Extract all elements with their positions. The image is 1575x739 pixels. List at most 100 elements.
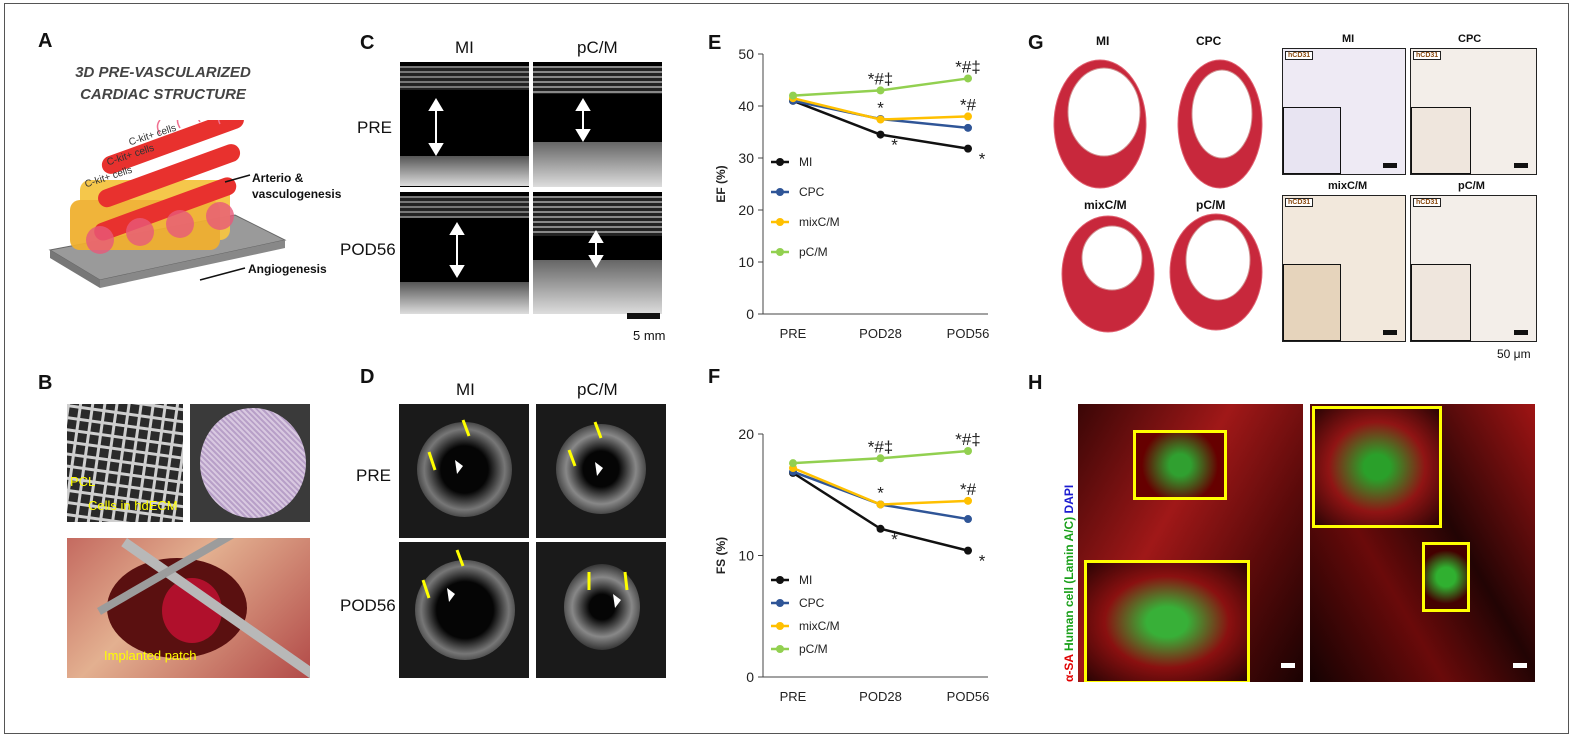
significance-label: *#‡ — [868, 437, 894, 456]
significance-label: * — [891, 136, 898, 155]
legend-label: CPC — [799, 596, 825, 610]
data-point — [964, 144, 972, 153]
data-point — [964, 112, 972, 121]
histo-label-mixcm: mixC/M — [1328, 180, 1368, 192]
patch-disc — [200, 408, 306, 518]
legend-label: pC/M — [799, 245, 828, 259]
panel-b-label: B — [38, 372, 53, 394]
data-point — [876, 500, 885, 509]
y-tick-label: 20 — [738, 202, 754, 218]
figure-frame — [4, 3, 1569, 734]
panel-c-scalebar — [627, 313, 660, 319]
data-point — [876, 524, 885, 533]
histo-mi-inset — [1283, 107, 1342, 174]
pcl-grid — [67, 404, 183, 522]
significance-label: *# — [960, 95, 977, 114]
data-point — [964, 123, 972, 132]
data-point — [789, 91, 797, 100]
y-tick-label: 20 — [738, 426, 754, 442]
legend-label: mixC/M — [799, 619, 840, 633]
arterio-annotation: Arterio & vasculogenesis — [252, 170, 341, 202]
significance-label: *# — [960, 480, 977, 499]
echo-mi-pod56 — [399, 542, 529, 678]
panel-c-col-mi: MI — [455, 38, 474, 57]
significance-label: * — [877, 483, 884, 502]
legend-label: mixC/M — [799, 215, 840, 229]
legend-label: CPC — [799, 185, 825, 199]
legend-marker — [776, 576, 784, 584]
fluor-left-scalebar — [1281, 663, 1295, 668]
data-point — [876, 130, 885, 139]
panel-a-title-line2: CARDIAC STRUCTURE — [80, 86, 246, 103]
panel-d-col-mi: MI — [456, 380, 475, 399]
channel-green-label: Human cell (Lamin A/C) — [1062, 516, 1076, 652]
histo-pcm-inset — [1411, 263, 1471, 341]
fluor-right-roi — [1422, 542, 1470, 612]
y-axis-label: FS (%) — [714, 537, 728, 574]
panel-c-row-pre: PRE — [357, 118, 392, 137]
legend-marker — [776, 248, 784, 256]
echo-mi-pre — [399, 404, 529, 538]
legend-label: MI — [799, 155, 812, 169]
panel-h-label: H — [1028, 372, 1043, 394]
chart-fs: 0 10 20 PRE POD28 POD56 FS (%) * * MI CPC * *# mixC/M… — [714, 426, 990, 704]
legend-marker — [776, 622, 784, 630]
panel-a-schematic — [48, 120, 287, 288]
histo-cpc-scalebar — [1514, 163, 1528, 168]
histo-label-pcm: pC/M — [1458, 180, 1485, 192]
histo-cpc: hCD31 — [1410, 48, 1537, 175]
x-tick-label: POD56 — [947, 326, 990, 341]
mmode-arrows — [428, 98, 604, 278]
y-tick-label: 50 — [738, 46, 754, 62]
significance-label: * — [979, 150, 986, 169]
data-point — [964, 546, 972, 555]
patch-annotation: Implanted patch — [104, 648, 197, 663]
significance-label: * — [979, 552, 986, 571]
significance-label: *#‡ — [868, 69, 894, 88]
fluor-image-right — [1310, 404, 1535, 682]
histo-mixcm-scalebar — [1383, 330, 1397, 335]
data-point — [964, 74, 972, 83]
histo-pcm-scalebar — [1514, 330, 1528, 335]
x-tick-label: POD28 — [859, 326, 902, 341]
histo-cpc-badge: hCD31 — [1413, 51, 1442, 60]
x-tick-label: POD56 — [947, 689, 990, 704]
echo-annotations — [421, 419, 629, 608]
panel-a-label: A — [38, 30, 53, 52]
mmode-pcm-pod56 — [533, 192, 662, 314]
panel-d-row-pod56: POD56 — [340, 596, 396, 615]
heart-label-mi: MI — [1096, 34, 1110, 48]
significance-label: *#‡ — [955, 430, 981, 449]
pcl-annotation: PCL — [70, 474, 96, 489]
y-tick-label: 0 — [746, 306, 754, 322]
heart-label-mixcm: mixC/M — [1084, 198, 1127, 212]
channel-red-label: α-SA — [1062, 654, 1076, 682]
x-tick-label: PRE — [780, 689, 807, 704]
data-point — [876, 115, 885, 124]
panel-d-col-pcm: pC/M — [577, 380, 618, 399]
panel-f-label: F — [708, 366, 721, 388]
histo-pcm: hCD31 — [1410, 195, 1537, 342]
legend-marker — [776, 645, 784, 653]
panel-d-row-pre: PRE — [356, 466, 391, 485]
legend-marker — [776, 158, 784, 166]
significance-label: *#‡ — [955, 57, 981, 76]
mmode-mi-pre — [400, 62, 529, 187]
panel-c-col-pcm: pC/M — [577, 38, 618, 57]
panel-c-label: C — [360, 32, 375, 54]
histo-label-mi: MI — [1342, 33, 1355, 45]
panel-a-title: 3D PRE-VASCULARIZED CARDIAC STRUCTURE — [68, 62, 258, 106]
fluor-right-zoom — [1312, 406, 1442, 528]
y-tick-label: 10 — [738, 548, 754, 564]
surgery-photo — [67, 538, 310, 678]
echo-pcm-pre — [536, 404, 666, 538]
heart-label-pcm: pC/M — [1196, 198, 1226, 212]
histo-mixcm-badge: hCD31 — [1285, 198, 1314, 207]
chart-ef: 0 10 20 30 40 50 PRE POD28 POD56 EF (%) * * MI CPC * *#… — [714, 46, 990, 341]
echo-pcm-pod56 — [536, 542, 666, 678]
channel-blue-label: DAPI — [1062, 484, 1076, 514]
legend-marker — [776, 218, 784, 226]
panel-g-label: G — [1028, 32, 1044, 54]
data-point — [964, 496, 972, 505]
x-tick-label: PRE — [780, 326, 807, 341]
